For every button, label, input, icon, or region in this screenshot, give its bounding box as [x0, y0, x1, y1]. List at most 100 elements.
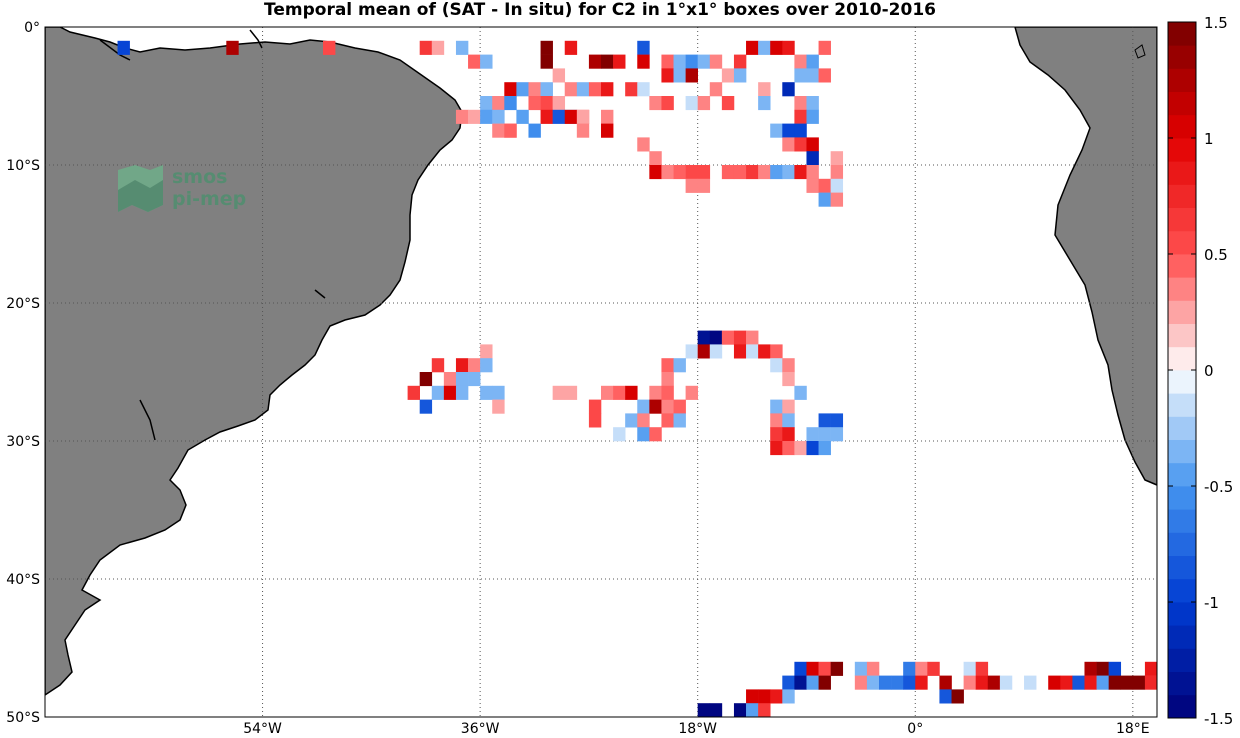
data-cell [649, 427, 662, 442]
map-title: Temporal mean of (SAT - In situ) for C2 … [264, 0, 936, 20]
data-cell [782, 689, 795, 704]
latitude-tick-label: 0° [24, 20, 40, 36]
data-cell [468, 54, 481, 69]
colorbar-step [1168, 370, 1196, 394]
data-cell [576, 109, 590, 124]
data-cell [697, 96, 711, 111]
data-cell [758, 703, 771, 717]
data-cell [818, 661, 831, 676]
data-cell [1120, 675, 1134, 690]
data-cell [685, 68, 698, 83]
data-cell [661, 413, 674, 428]
data-cell [649, 385, 662, 400]
data-cell [770, 123, 783, 138]
data-cell [1084, 675, 1097, 690]
data-cell [117, 40, 130, 55]
latitude-tick-label: 50°S [6, 710, 40, 726]
colorbar-step [1168, 416, 1196, 440]
data-cell [516, 82, 529, 97]
data-cell [673, 399, 686, 414]
data-cell [758, 40, 771, 55]
data-cell [999, 675, 1013, 690]
data-cell [721, 330, 735, 345]
data-cells [117, 40, 1157, 717]
data-cell [770, 358, 783, 373]
data-cell [818, 675, 831, 690]
latitude-tick-label: 20°S [6, 296, 40, 312]
data-cell [1096, 661, 1109, 676]
longitude-tick-label: 18°W [678, 721, 717, 737]
data-cell [733, 330, 747, 345]
africa-landmass [1014, 27, 1157, 486]
colorbar-tick-label: 0.5 [1204, 246, 1228, 264]
data-cell [540, 109, 553, 124]
colorbar-step [1168, 161, 1196, 185]
data-cell [613, 385, 626, 400]
longitude-tick-label: 36°W [461, 721, 500, 737]
data-cell [576, 82, 590, 97]
latitude-tick-label: 10°S [6, 158, 40, 174]
data-cell [637, 413, 650, 428]
data-cell [685, 344, 698, 359]
data-cell [637, 82, 650, 97]
data-cell [226, 40, 239, 55]
data-cell [1144, 675, 1157, 690]
data-cell [431, 385, 445, 400]
colorbar-step [1168, 393, 1196, 417]
colorbar-step [1168, 532, 1196, 556]
data-cell [782, 358, 795, 373]
data-cell [758, 96, 771, 111]
data-cell [939, 689, 952, 704]
data-cell [601, 109, 614, 124]
data-cell [794, 675, 807, 690]
data-cell [770, 413, 783, 428]
data-cell [782, 123, 795, 138]
data-cell [673, 358, 686, 373]
data-cell [794, 96, 807, 111]
data-cell [480, 96, 493, 111]
data-cell [721, 96, 735, 111]
data-cell [323, 40, 336, 55]
data-cell [601, 385, 614, 400]
data-cell [782, 137, 795, 152]
data-cell [685, 165, 698, 180]
colorbar-step [1168, 138, 1196, 162]
colorbar-step [1168, 462, 1196, 487]
colorbar-step [1168, 509, 1196, 533]
data-cell [1084, 661, 1097, 676]
data-cell [697, 54, 711, 69]
data-cell [975, 675, 989, 690]
data-cell [818, 178, 831, 193]
data-cell [770, 165, 783, 180]
data-cell [818, 427, 831, 442]
data-cell [697, 703, 711, 717]
data-cell [733, 54, 747, 69]
longitude-tick-label: 54°W [243, 721, 282, 737]
smos-pi-mep-logo: smos pi-mep [118, 165, 246, 212]
data-cell [830, 413, 844, 428]
colorbar-step [1168, 578, 1196, 603]
colorbar-step [1168, 91, 1196, 116]
data-cell [552, 68, 566, 83]
data-cell [552, 96, 566, 111]
data-cell [782, 165, 795, 180]
colorbar-tick-label: 1 [1204, 130, 1214, 148]
colorbar-step [1168, 45, 1196, 69]
data-cell [830, 151, 844, 166]
colorbar-step [1168, 254, 1196, 278]
data-cell [540, 96, 553, 111]
data-cell [1024, 675, 1037, 690]
coastline-island [139, 399, 156, 441]
data-cell [480, 54, 493, 69]
data-cell [419, 372, 433, 387]
data-cell [480, 385, 493, 400]
data-cell [1108, 675, 1122, 690]
data-cell [794, 441, 807, 456]
data-cell [794, 137, 807, 152]
latitude-tick-label: 40°S [6, 572, 40, 588]
data-cell [649, 165, 662, 180]
data-cell [951, 689, 964, 704]
coastline-island [249, 29, 263, 49]
data-cell [588, 399, 602, 414]
data-cell [540, 54, 553, 69]
